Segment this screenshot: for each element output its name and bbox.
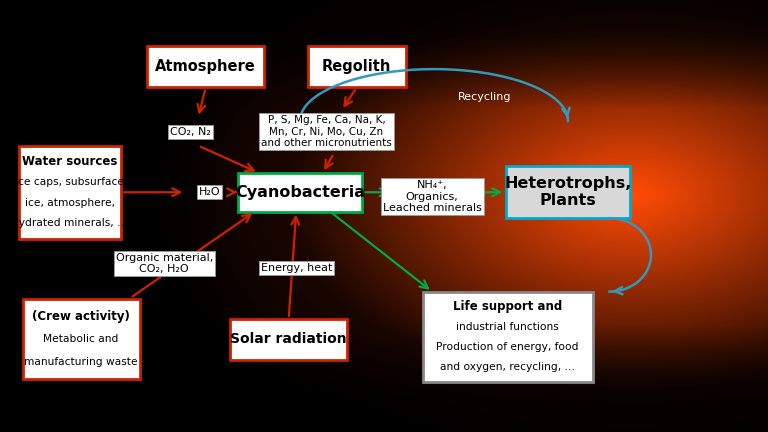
- FancyBboxPatch shape: [147, 47, 264, 88]
- Text: hydrated minerals, …: hydrated minerals, …: [12, 218, 127, 228]
- FancyBboxPatch shape: [307, 47, 406, 88]
- Text: Water sources: Water sources: [22, 155, 118, 168]
- Text: CO₂, N₂: CO₂, N₂: [170, 127, 211, 137]
- Text: Ice caps, subsurface: Ice caps, subsurface: [15, 177, 124, 187]
- Text: Regolith: Regolith: [322, 60, 392, 74]
- Text: (Crew activity): (Crew activity): [32, 310, 130, 323]
- Text: Atmosphere: Atmosphere: [155, 60, 256, 74]
- Text: NH₄⁺,
Organics,
Leached minerals: NH₄⁺, Organics, Leached minerals: [382, 180, 482, 213]
- Text: Heterotrophs,
Plants: Heterotrophs, Plants: [505, 176, 631, 208]
- Text: P, S, Mg, Fe, Ca, Na, K,
Mn, Cr, Ni, Mo, Cu, Zn
and other micronutrients: P, S, Mg, Fe, Ca, Na, K, Mn, Cr, Ni, Mo,…: [261, 115, 392, 148]
- FancyBboxPatch shape: [238, 173, 362, 212]
- Text: Energy, heat: Energy, heat: [260, 263, 332, 273]
- Text: Recycling: Recycling: [458, 92, 511, 102]
- Text: Metabolic and: Metabolic and: [44, 334, 119, 344]
- FancyBboxPatch shape: [505, 166, 631, 218]
- Text: Production of energy, food: Production of energy, food: [436, 342, 579, 352]
- Text: ice, atmosphere,: ice, atmosphere,: [25, 197, 114, 207]
- Text: Solar radiation: Solar radiation: [230, 332, 347, 346]
- FancyBboxPatch shape: [22, 299, 140, 379]
- FancyBboxPatch shape: [19, 146, 121, 238]
- Text: manufacturing waste: manufacturing waste: [25, 357, 138, 367]
- Text: industrial functions: industrial functions: [456, 322, 559, 332]
- Text: and oxygen, recycling, …: and oxygen, recycling, …: [440, 362, 575, 372]
- Text: Organic material,
CO₂, H₂O: Organic material, CO₂, H₂O: [115, 253, 213, 274]
- Text: Cyanobacteria: Cyanobacteria: [235, 185, 365, 200]
- Text: Life support and: Life support and: [453, 300, 562, 313]
- FancyBboxPatch shape: [422, 292, 592, 382]
- FancyBboxPatch shape: [230, 319, 347, 359]
- Text: H₂O: H₂O: [199, 187, 220, 197]
